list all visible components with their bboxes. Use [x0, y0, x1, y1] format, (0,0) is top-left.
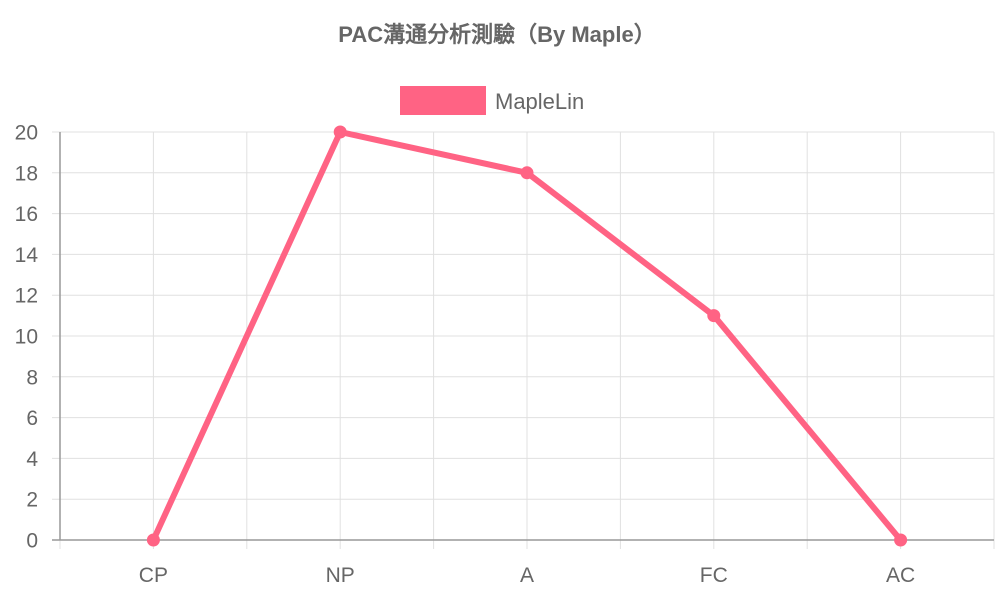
legend-label: MapleLin: [495, 89, 584, 114]
legend-swatch: [400, 86, 486, 115]
x-axis-ticks: CP NP A FC AC: [139, 564, 915, 587]
data-point: [894, 533, 908, 547]
y-tick-label: 20: [15, 122, 38, 145]
y-axis-ticks: 0 2 4 6 8 10 12 14 16 18 20: [15, 122, 39, 553]
data-point: [333, 125, 347, 139]
y-tick-label: 12: [15, 285, 38, 308]
data-point: [146, 533, 160, 547]
x-tick-label: A: [520, 564, 534, 587]
x-tick-label: NP: [326, 564, 355, 587]
y-tick-label: 6: [26, 407, 38, 430]
series: [146, 125, 908, 547]
x-tick-label: CP: [139, 564, 168, 587]
data-point: [707, 309, 721, 323]
x-tick-label: AC: [886, 564, 915, 587]
chart-title: PAC溝通分析測驗（By Maple）: [338, 22, 655, 47]
y-tick-label: 10: [15, 326, 38, 349]
y-tick-label: 4: [26, 448, 38, 471]
y-tick-label: 0: [26, 530, 38, 553]
data-point: [520, 166, 534, 180]
y-tick-label: 18: [15, 162, 38, 185]
y-tick-label: 16: [15, 203, 38, 226]
y-tick-label: 14: [15, 244, 39, 267]
y-tick-label: 2: [26, 489, 38, 512]
legend[interactable]: MapleLin: [400, 86, 584, 115]
y-tick-label: 8: [26, 366, 38, 389]
x-tick-label: FC: [700, 564, 728, 587]
axes: [52, 132, 994, 541]
